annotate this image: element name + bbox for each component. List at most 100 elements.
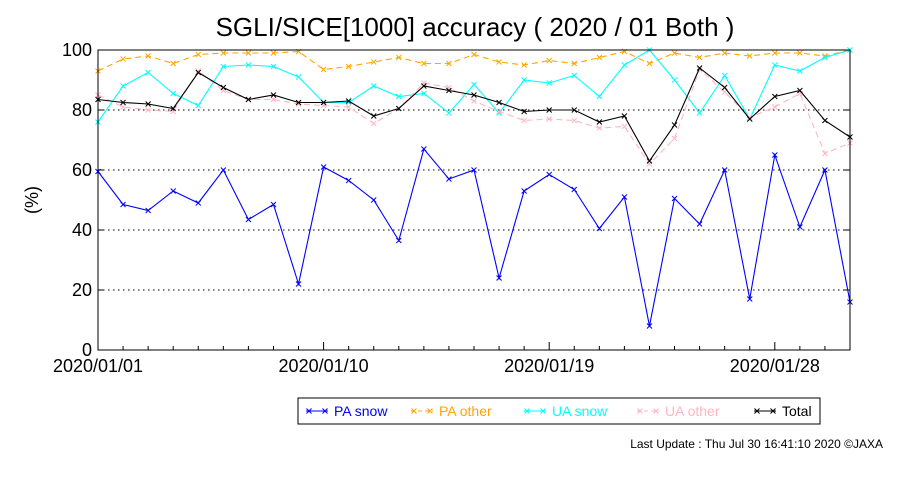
data-point-ua-other — [571, 117, 578, 124]
data-point-pa-other — [245, 50, 252, 56]
data-point-ua-snow — [596, 93, 603, 100]
data-point-pa-snow — [320, 164, 327, 170]
data-point-total — [646, 158, 653, 164]
y-tick-label: 40 — [72, 220, 92, 240]
data-point-ua-other — [370, 120, 377, 127]
series-ua-snow — [95, 47, 853, 125]
data-point-ua-other — [521, 117, 527, 124]
data-point-ua-snow — [822, 54, 828, 61]
legend-marker — [540, 408, 546, 414]
data-point-pa-other — [696, 54, 703, 61]
data-point-total — [621, 113, 628, 119]
data-point-ua-other — [771, 104, 778, 110]
data-point-total — [696, 65, 703, 71]
data-point-total — [320, 99, 327, 106]
data-point-ua-snow — [421, 90, 427, 97]
legend-label-ua-snow: UA snow — [552, 403, 608, 419]
legend-item-pa-other: PA other — [411, 403, 492, 419]
legend-marker — [306, 408, 312, 414]
x-tick-label: 2020/01/01 — [53, 356, 143, 376]
data-point-ua-snow — [521, 77, 527, 83]
data-point-pa-snow — [571, 186, 578, 193]
data-point-ua-snow — [145, 69, 151, 76]
data-point-ua-snow — [546, 80, 553, 86]
data-point-total — [746, 116, 753, 122]
data-point-pa-snow — [596, 225, 603, 232]
y-tick-label: 60 — [72, 160, 92, 180]
data-point-total — [521, 108, 527, 115]
series-line-pa-snow — [97, 147, 851, 327]
legend-item-total: Total — [754, 403, 812, 419]
legend-marker — [653, 408, 659, 414]
series-line-ua-snow — [97, 49, 851, 123]
legend-item-ua-other: UA other — [637, 403, 720, 419]
data-point-total — [220, 84, 227, 91]
data-point-pa-other — [220, 50, 227, 56]
data-point-ua-snow — [270, 63, 277, 70]
series-pa-snow — [95, 146, 853, 329]
data-point-pa-snow — [621, 194, 628, 200]
legend-label-total: Total — [782, 403, 812, 419]
data-point-ua-snow — [295, 74, 302, 80]
data-point-ua-other — [596, 125, 603, 131]
data-point-total — [170, 105, 177, 112]
data-point-pa-other — [170, 60, 177, 67]
data-point-pa-snow — [546, 171, 553, 178]
series-line-total — [97, 67, 851, 163]
data-point-pa-other — [446, 60, 452, 67]
series-pa-other — [95, 47, 853, 74]
data-point-ua-snow — [195, 102, 202, 109]
data-point-total — [195, 69, 202, 76]
data-point-pa-snow — [270, 201, 277, 208]
data-point-ua-snow — [721, 72, 728, 79]
data-point-pa-other — [145, 53, 151, 59]
data-point-ua-snow — [446, 110, 452, 116]
last-update-footer: Last Update : Thu Jul 30 16:41:10 2020 ©… — [630, 437, 883, 451]
data-point-ua-other — [270, 96, 277, 103]
data-point-pa-snow — [822, 167, 828, 173]
data-point-ua-snow — [771, 62, 778, 68]
grid-lines — [98, 109, 850, 291]
data-point-pa-snow — [345, 177, 352, 184]
data-point-pa-snow — [521, 188, 527, 194]
data-point-total — [345, 98, 352, 104]
data-point-ua-other — [496, 108, 502, 115]
x-tick-label: 2020/01/10 — [279, 356, 369, 376]
data-point-pa-snow — [446, 176, 452, 182]
data-point-ua-other — [671, 135, 678, 142]
data-point-total — [771, 93, 778, 100]
data-point-pa-other — [596, 54, 603, 61]
data-point-pa-other — [370, 59, 377, 65]
legend-label-ua-other: UA other — [665, 403, 720, 419]
legend-marker — [754, 408, 760, 414]
legend-box — [297, 397, 821, 425]
data-point-ua-other — [120, 104, 126, 110]
data-point-ua-other — [195, 68, 202, 74]
data-point-pa-snow — [245, 216, 252, 223]
y-tick-label: 100 — [62, 40, 92, 60]
data-point-ua-other — [621, 123, 628, 130]
data-point-pa-snow — [120, 201, 126, 208]
data-point-total — [421, 83, 427, 89]
data-point-pa-other — [270, 50, 277, 56]
data-point-ua-snow — [671, 77, 678, 83]
data-point-pa-other — [320, 66, 327, 73]
data-point-total — [822, 117, 828, 124]
data-point-total — [120, 99, 126, 106]
data-point-total — [370, 113, 377, 119]
y-tick-label: 0 — [82, 340, 92, 360]
data-point-pa-snow — [746, 296, 753, 302]
data-point-total — [797, 87, 803, 94]
data-point-ua-snow — [621, 62, 628, 68]
x-axis-ticks: 2020/01/01 2020/01/10 2020/01/19 2020/01/28 — [53, 342, 851, 376]
legend-label-pa-snow: PA snow — [334, 403, 388, 419]
data-point-ua-other — [345, 104, 352, 110]
data-point-pa-snow — [370, 197, 377, 203]
data-point-pa-other — [120, 56, 126, 62]
data-point-ua-snow — [395, 93, 402, 100]
data-point-pa-other — [721, 50, 728, 56]
data-point-ua-snow — [220, 63, 227, 70]
data-point-pa-snow — [295, 281, 302, 287]
series-lines — [95, 47, 853, 329]
